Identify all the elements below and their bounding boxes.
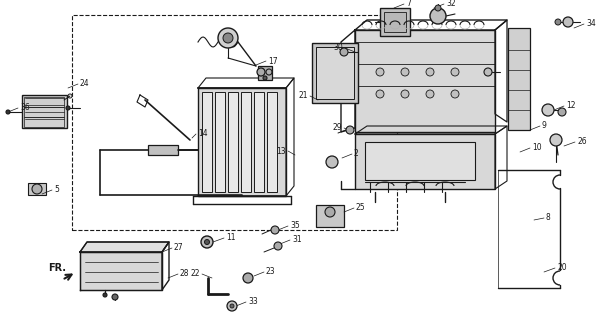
Bar <box>72 15 397 230</box>
Circle shape <box>542 104 554 116</box>
Circle shape <box>346 126 354 134</box>
Bar <box>254 92 264 192</box>
Circle shape <box>484 68 492 76</box>
Circle shape <box>558 108 566 116</box>
Text: 28: 28 <box>180 269 190 278</box>
Text: 24: 24 <box>80 79 90 89</box>
Text: 26: 26 <box>577 138 587 147</box>
Bar <box>24 107 64 117</box>
Circle shape <box>376 90 384 98</box>
Polygon shape <box>80 242 169 252</box>
Circle shape <box>274 242 282 250</box>
Text: 35: 35 <box>290 221 300 230</box>
Bar <box>355 134 495 189</box>
Text: 17: 17 <box>268 57 278 66</box>
Text: 36: 36 <box>20 103 30 113</box>
Circle shape <box>103 293 107 297</box>
Circle shape <box>263 76 267 80</box>
Circle shape <box>326 156 338 168</box>
Circle shape <box>230 304 234 308</box>
Text: 29: 29 <box>332 124 342 132</box>
Circle shape <box>223 33 233 43</box>
Text: 31: 31 <box>292 236 302 244</box>
Circle shape <box>218 28 238 48</box>
Circle shape <box>451 68 459 76</box>
Bar <box>316 47 354 99</box>
Text: 25: 25 <box>356 204 365 212</box>
Circle shape <box>401 68 409 76</box>
Text: 27: 27 <box>174 244 184 252</box>
Bar <box>228 92 238 192</box>
Polygon shape <box>80 252 162 290</box>
Bar <box>241 92 251 192</box>
Bar <box>28 183 46 195</box>
Bar <box>258 66 272 80</box>
Text: 2: 2 <box>354 149 359 158</box>
Circle shape <box>227 301 237 311</box>
Text: 12: 12 <box>566 101 576 110</box>
Text: 8: 8 <box>546 213 551 222</box>
Bar <box>148 145 178 155</box>
Text: 33: 33 <box>248 298 258 307</box>
Bar <box>384 12 406 32</box>
Circle shape <box>555 19 561 25</box>
Circle shape <box>376 68 384 76</box>
Text: 21: 21 <box>299 92 308 100</box>
Text: 14: 14 <box>198 130 208 139</box>
Circle shape <box>204 239 210 244</box>
Circle shape <box>426 90 434 98</box>
Circle shape <box>550 134 562 146</box>
Circle shape <box>325 207 335 217</box>
Circle shape <box>32 184 42 194</box>
Text: 23: 23 <box>266 268 276 276</box>
Text: 9: 9 <box>542 122 547 131</box>
Bar <box>215 92 225 192</box>
Bar <box>312 43 358 103</box>
Text: 10: 10 <box>532 143 542 153</box>
Text: 13: 13 <box>276 147 286 156</box>
Circle shape <box>201 236 213 248</box>
Bar <box>365 142 475 180</box>
Circle shape <box>243 273 253 283</box>
Bar <box>22 95 67 128</box>
Bar <box>508 28 530 130</box>
Circle shape <box>6 110 10 114</box>
Circle shape <box>430 8 446 24</box>
Text: 34: 34 <box>586 20 596 28</box>
Bar <box>24 97 64 107</box>
Text: 11: 11 <box>226 234 236 243</box>
Text: 5: 5 <box>54 186 59 195</box>
Bar <box>198 88 286 196</box>
Text: FR.: FR. <box>48 263 66 273</box>
Circle shape <box>435 5 441 11</box>
Text: 22: 22 <box>190 269 200 278</box>
Circle shape <box>563 17 573 27</box>
Bar <box>316 205 344 227</box>
Bar <box>202 92 212 192</box>
Circle shape <box>340 48 348 56</box>
Text: 30: 30 <box>333 44 343 52</box>
Text: 32: 32 <box>446 0 456 9</box>
Bar <box>380 8 410 36</box>
Circle shape <box>112 294 118 300</box>
Bar <box>355 30 495 132</box>
Text: 20: 20 <box>557 263 567 273</box>
Text: 7: 7 <box>406 0 411 9</box>
Circle shape <box>66 106 70 110</box>
Circle shape <box>257 68 265 76</box>
Circle shape <box>451 90 459 98</box>
Circle shape <box>426 68 434 76</box>
Bar <box>267 92 277 192</box>
Circle shape <box>401 90 409 98</box>
Bar <box>24 117 64 127</box>
Circle shape <box>271 226 279 234</box>
